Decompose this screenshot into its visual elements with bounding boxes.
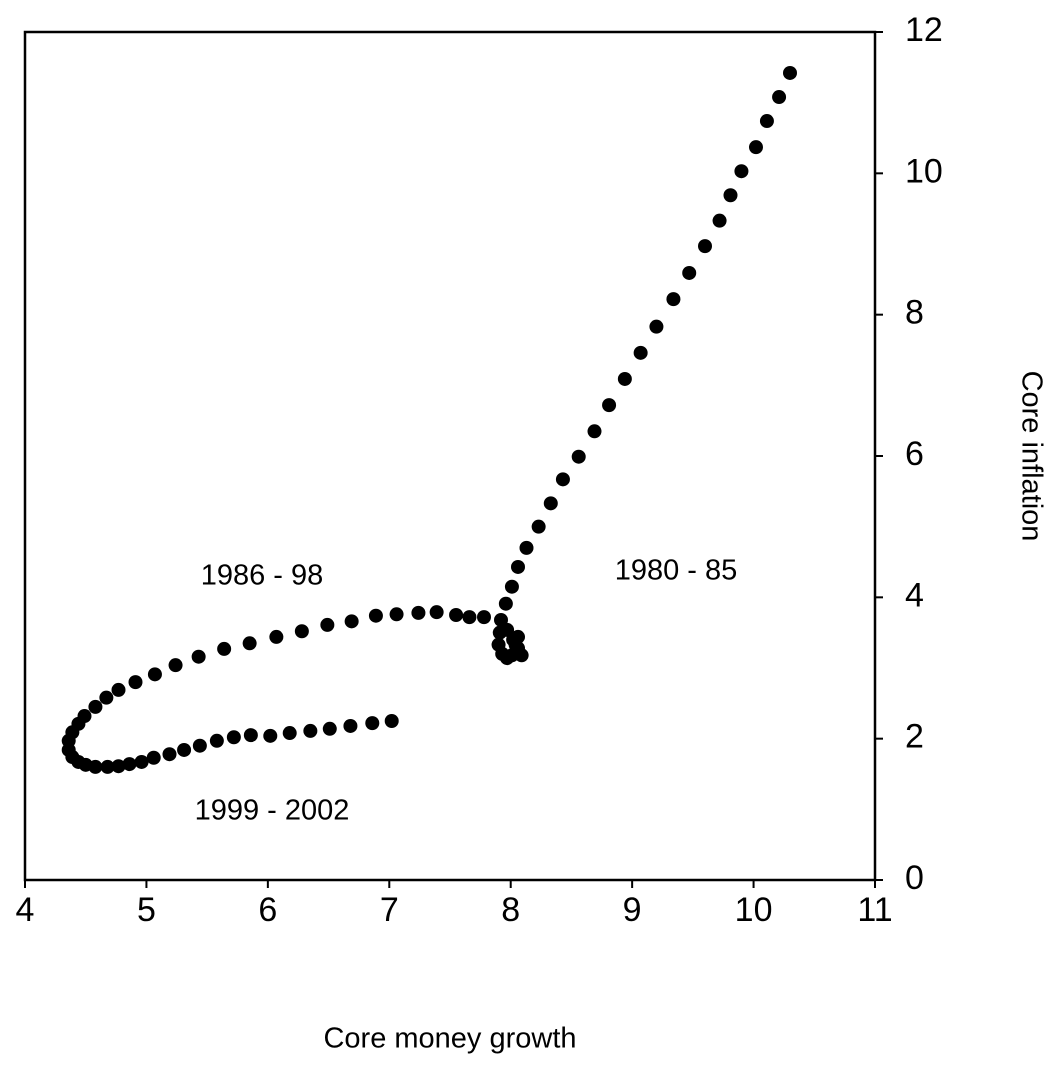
data-point xyxy=(772,90,787,105)
data-point xyxy=(111,759,126,774)
data-point xyxy=(384,714,399,728)
data-point xyxy=(783,65,797,80)
data-point xyxy=(122,757,137,772)
data-point xyxy=(587,424,602,439)
data-point xyxy=(263,728,278,743)
x-tick-label: 7 xyxy=(380,891,399,929)
x-tick-label: 11 xyxy=(857,891,892,929)
data-point xyxy=(147,667,162,682)
x-tick-label: 8 xyxy=(501,891,520,929)
data-point xyxy=(134,754,149,769)
data-point xyxy=(712,213,727,228)
data-point xyxy=(344,614,359,629)
data-point xyxy=(734,164,749,179)
data-point xyxy=(682,265,697,280)
data-point xyxy=(146,750,161,765)
data-point xyxy=(617,371,632,386)
data-point xyxy=(192,738,207,753)
annotation: 1986 - 98 xyxy=(201,560,324,592)
data-point xyxy=(226,730,241,745)
data-point xyxy=(243,728,258,743)
data-point xyxy=(649,319,664,334)
data-point xyxy=(162,747,177,762)
data-point xyxy=(666,292,681,307)
y-axis-label: Core inflation xyxy=(1015,371,1047,542)
data-point xyxy=(111,682,126,697)
data-point xyxy=(491,637,506,652)
data-point xyxy=(429,605,444,620)
y-tick-label: 6 xyxy=(905,435,924,473)
y-tick-label: 8 xyxy=(905,294,924,332)
data-point xyxy=(242,636,257,651)
data-point xyxy=(514,648,529,663)
data-point xyxy=(411,605,426,620)
data-point xyxy=(320,617,335,632)
data-point xyxy=(698,239,712,254)
x-tick-label: 4 xyxy=(16,891,35,929)
data-point xyxy=(477,610,491,625)
data-point xyxy=(322,721,337,736)
x-tick-label: 10 xyxy=(735,891,773,929)
data-point xyxy=(571,449,586,464)
data-point xyxy=(88,699,103,714)
x-tick-label: 5 xyxy=(137,891,156,929)
data-point xyxy=(555,472,570,487)
y-tick-label: 4 xyxy=(905,576,924,614)
data-point xyxy=(282,726,297,741)
data-point xyxy=(303,723,318,738)
data-point xyxy=(543,496,558,511)
data-point xyxy=(269,629,284,644)
data-point xyxy=(508,637,523,652)
data-point xyxy=(462,610,477,625)
data-point xyxy=(209,733,224,748)
data-point xyxy=(343,718,358,733)
data-point xyxy=(191,649,206,664)
data-point xyxy=(602,398,617,413)
data-point xyxy=(633,345,648,360)
data-point xyxy=(99,690,114,705)
data-point xyxy=(504,579,519,594)
annotation: 1980 - 85 xyxy=(615,555,738,587)
data-point xyxy=(519,540,534,555)
y-tick-label: 10 xyxy=(905,152,943,190)
data-point xyxy=(168,658,183,673)
y-tick-label: 2 xyxy=(905,718,924,756)
data-point xyxy=(100,759,115,774)
data-point xyxy=(531,519,546,534)
data-point xyxy=(88,759,103,774)
data-point xyxy=(759,114,774,129)
data-point xyxy=(449,608,464,622)
y-tick-label: 0 xyxy=(905,859,924,897)
data-point xyxy=(177,742,192,757)
data-point xyxy=(128,675,143,690)
x-tick-label: 6 xyxy=(258,891,277,929)
data-point xyxy=(294,624,309,639)
data-point xyxy=(389,607,404,622)
annotation: 1999 - 2002 xyxy=(195,795,350,827)
data-point xyxy=(723,188,738,203)
y-tick-label: 12 xyxy=(905,11,943,49)
data-point xyxy=(492,625,507,640)
data-point xyxy=(217,641,232,656)
data-point xyxy=(498,596,513,611)
data-point xyxy=(511,559,525,574)
data-point xyxy=(368,608,383,623)
x-tick-label: 9 xyxy=(623,891,642,929)
data-point xyxy=(365,716,380,731)
x-axis-label: Core money growth xyxy=(323,1023,576,1055)
data-point xyxy=(749,140,763,155)
